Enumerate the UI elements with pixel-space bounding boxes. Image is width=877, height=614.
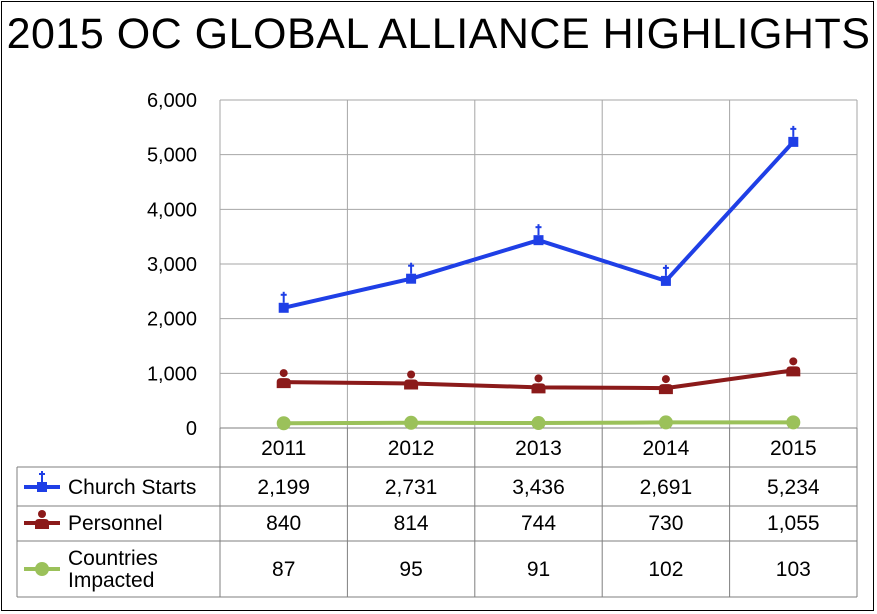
table-value: 91 [527, 558, 550, 581]
table-value: 1,055 [767, 512, 820, 535]
data-point-body [531, 383, 546, 394]
y-tick-label: 3,000 [147, 254, 197, 276]
table-value: 2,691 [640, 476, 693, 499]
data-point [407, 370, 416, 379]
legend-key-marker [37, 482, 47, 492]
table-value: 95 [399, 558, 422, 581]
y-tick-label: 5,000 [147, 145, 197, 167]
data-point [276, 416, 291, 431]
legend-key-marker-body [35, 519, 49, 529]
legend-label: Countries [68, 547, 158, 570]
x-tick-label: 2014 [643, 437, 690, 460]
x-tick-label: 2013 [515, 437, 562, 460]
legend-label: Personnel [68, 512, 163, 535]
table-value: 814 [394, 512, 429, 535]
y-tick-label: 1,000 [147, 363, 197, 385]
table-value: 730 [648, 512, 683, 535]
data-point [661, 375, 670, 384]
legend-key-marker [38, 510, 46, 518]
table-value: 102 [648, 558, 683, 581]
data-point-body [276, 378, 291, 389]
y-tick-label: 4,000 [147, 199, 197, 221]
data-point [786, 415, 801, 430]
table-value: 2,199 [257, 476, 310, 499]
x-tick-label: 2015 [770, 437, 817, 460]
y-tick-label: 0 [186, 418, 197, 440]
table-value: 744 [521, 512, 556, 535]
data-point [278, 302, 289, 313]
data-point [406, 273, 417, 284]
legend-key-marker [35, 562, 49, 576]
data-point-body [658, 384, 673, 395]
legend-label: Church Starts [68, 476, 196, 499]
data-point-body [786, 366, 801, 377]
table-value: 87 [272, 558, 295, 581]
table-value: 5,234 [767, 476, 820, 499]
legend-label: Impacted [68, 569, 154, 592]
data-point [658, 415, 673, 430]
table-value: 3,436 [512, 476, 565, 499]
data-point [660, 275, 671, 286]
table-value: 103 [776, 558, 811, 581]
y-tick-label: 6,000 [147, 90, 197, 112]
data-point [279, 369, 288, 378]
data-point [788, 136, 799, 147]
data-point [533, 235, 544, 246]
x-tick-label: 2011 [261, 437, 306, 460]
data-point [534, 374, 543, 383]
y-tick-label: 2,000 [147, 309, 197, 331]
data-point [789, 357, 798, 366]
table-value: 840 [266, 512, 301, 535]
x-tick-label: 2012 [388, 437, 435, 460]
chart-title: 2015 OC GLOBAL ALLIANCE HIGHLIGHTS [6, 10, 871, 58]
table-value: 2,731 [385, 476, 438, 499]
data-point [404, 415, 419, 430]
data-point [531, 416, 546, 431]
data-point-body [404, 379, 419, 390]
